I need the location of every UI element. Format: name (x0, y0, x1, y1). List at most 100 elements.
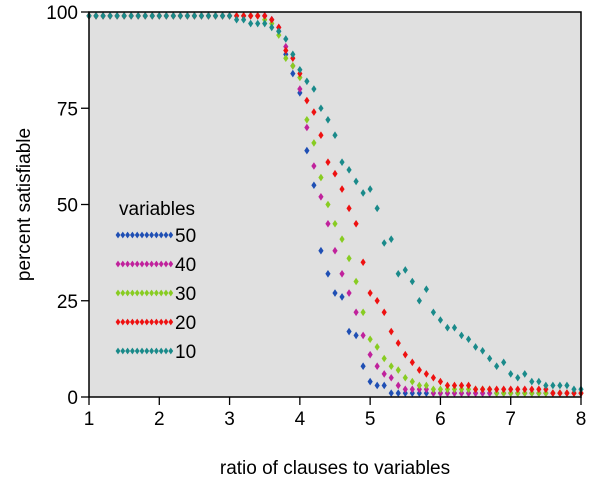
y-tick-label: 75 (57, 99, 78, 120)
legend-marker-30 (115, 289, 121, 297)
legend-marker-50 (154, 231, 159, 239)
legend-marker-20 (163, 318, 169, 326)
legend-marker-10 (139, 347, 145, 355)
data-point-20 (332, 169, 338, 178)
data-point-20 (487, 385, 493, 394)
data-point-30 (508, 389, 514, 397)
data-point-30 (515, 389, 521, 397)
legend-marker-40 (130, 260, 135, 268)
data-point-40 (395, 381, 401, 390)
data-point-20 (360, 258, 366, 267)
data-point-10 (332, 131, 338, 139)
data-point-10 (205, 12, 212, 20)
data-point-10 (480, 347, 486, 355)
data-point-10 (543, 381, 549, 390)
data-point-10 (381, 239, 387, 247)
data-point-10 (262, 19, 268, 28)
data-point-40 (430, 389, 436, 397)
data-point-40 (416, 385, 422, 394)
data-point-40 (388, 373, 394, 382)
legend-label-10: 10 (175, 342, 196, 363)
data-point-10 (114, 12, 120, 20)
legend-marker-40 (115, 260, 121, 268)
data-point-10 (367, 185, 373, 193)
data-point-10 (339, 158, 345, 166)
data-point-50 (423, 389, 429, 397)
data-point-30 (494, 389, 500, 397)
legend-marker-20 (134, 318, 140, 326)
data-point-20 (269, 15, 275, 24)
data-point-20 (571, 389, 577, 397)
data-point-10 (487, 354, 493, 363)
data-point-50 (402, 389, 408, 397)
data-point-30 (522, 389, 528, 397)
legend-marker-50 (139, 231, 145, 239)
data-point-10 (198, 12, 205, 20)
data-point-10 (290, 50, 296, 59)
legend-marker-20 (120, 318, 126, 326)
data-point-20 (339, 185, 345, 193)
data-point-20 (248, 12, 254, 20)
data-point-30 (353, 277, 359, 286)
data-point-50 (297, 89, 303, 97)
legend-marker-50 (168, 231, 174, 239)
data-point-20 (416, 366, 422, 374)
legend-marker-30 (154, 289, 159, 297)
data-point-50 (325, 270, 331, 278)
data-point-30 (458, 385, 465, 394)
data-point-30 (465, 385, 472, 394)
legend-marker-50 (130, 231, 135, 239)
legend-marker-20 (130, 318, 135, 326)
y-axis: 0 25 50 75 100 (46, 3, 89, 409)
data-point-20 (255, 12, 261, 20)
legend-marker-30 (144, 289, 150, 297)
data-point-30 (501, 389, 507, 397)
legend-marker-30 (158, 289, 164, 297)
x-tick-label: 1 (84, 409, 95, 430)
x-tick-label: 8 (576, 409, 587, 430)
data-point-10 (149, 12, 155, 20)
data-point-10 (184, 12, 190, 20)
data-point-10 (346, 166, 352, 174)
y-tick-label: 0 (67, 388, 78, 409)
legend-marker-50 (125, 231, 130, 239)
data-point-10 (128, 12, 134, 20)
data-point-20 (374, 296, 380, 305)
data-point-50 (374, 381, 380, 390)
legend-marker-40 (120, 260, 126, 268)
data-point-20 (522, 385, 528, 394)
data-point-30 (297, 73, 303, 82)
data-point-20 (550, 389, 556, 397)
data-point-10 (276, 27, 282, 36)
data-point-40 (367, 350, 373, 359)
data-point-20 (367, 289, 373, 297)
data-point-10 (515, 373, 521, 382)
legend-marker-10 (154, 347, 159, 355)
data-point-10 (177, 12, 183, 20)
data-point-10 (163, 12, 169, 20)
data-point-30 (416, 381, 422, 390)
data-point-50 (332, 289, 338, 297)
legend-marker-40 (144, 260, 150, 268)
data-point-20 (494, 385, 500, 394)
data-point-10 (269, 23, 275, 32)
data-point-10 (571, 385, 577, 394)
data-point-50 (395, 389, 401, 397)
y-tick-label: 50 (57, 196, 78, 217)
data-point-30 (409, 377, 415, 386)
data-point-20 (353, 219, 359, 228)
legend-marker-20 (144, 318, 150, 326)
x-axis-label: ratio of clauses to variables (220, 458, 450, 479)
data-point-30 (276, 31, 282, 39)
data-point-30 (325, 200, 331, 209)
data-point-50 (381, 381, 387, 390)
data-point-20 (543, 385, 549, 394)
legend-marker-10 (158, 347, 164, 355)
y-tick-label: 100 (46, 3, 78, 24)
data-point-10 (212, 12, 219, 20)
data-point-30 (304, 116, 310, 124)
data-point-30 (311, 139, 317, 147)
data-point-30 (536, 389, 542, 397)
legend-marker-40 (154, 260, 159, 268)
